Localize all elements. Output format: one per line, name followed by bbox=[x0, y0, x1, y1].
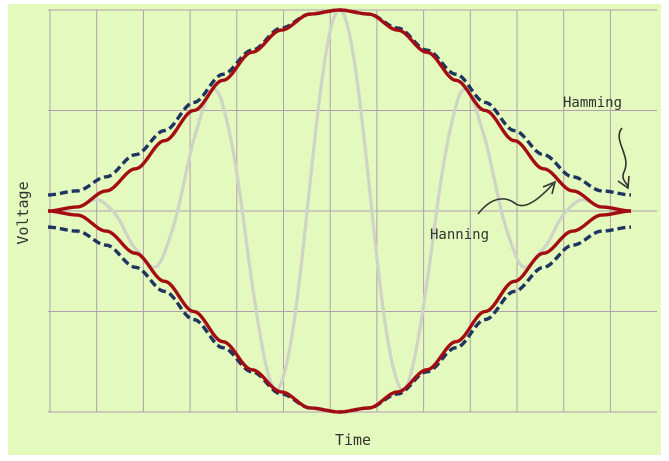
y-axis-label: Voltage bbox=[14, 181, 32, 244]
hamming-annotation: Hamming bbox=[563, 95, 622, 111]
series-layer bbox=[47, 8, 632, 414]
hanning-upper-line bbox=[47, 8, 632, 213]
x-axis-label: Time bbox=[335, 431, 371, 449]
hanning-annotation-arrow bbox=[477, 183, 554, 215]
annotation-layer: Hamming Hanning bbox=[430, 95, 630, 243]
hamming-annotation-arrow bbox=[618, 127, 629, 187]
hamming-annotation-arrowhead bbox=[617, 175, 630, 190]
hanning-lower-line bbox=[47, 209, 632, 414]
hanning-annotation: Hanning bbox=[430, 227, 489, 243]
hanning-annotation-arrowhead bbox=[542, 180, 557, 195]
panel-background bbox=[8, 4, 661, 455]
